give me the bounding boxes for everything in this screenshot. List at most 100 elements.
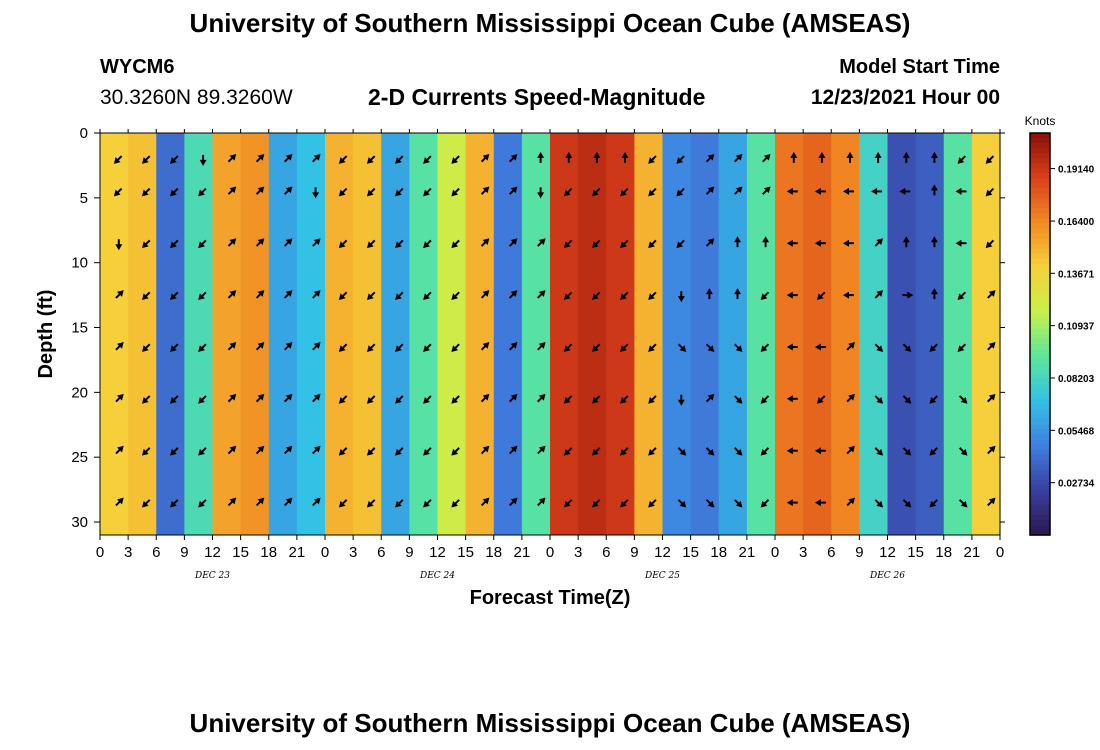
current-arrow bbox=[141, 187, 151, 197]
repeated-chart-title: University of Southern Mississippi Ocean… bbox=[189, 708, 911, 738]
arrow-head bbox=[648, 189, 655, 197]
current-arrow bbox=[227, 290, 237, 299]
arrow-head bbox=[735, 186, 743, 194]
current-arrow bbox=[705, 238, 715, 247]
current-arrow bbox=[762, 186, 771, 195]
colorbar-segment bbox=[1030, 354, 1050, 360]
current-arrow bbox=[814, 447, 826, 455]
arrow-head bbox=[786, 499, 793, 507]
current-arrow bbox=[760, 395, 770, 404]
current-arrow bbox=[648, 343, 657, 352]
arrow-head bbox=[620, 293, 627, 301]
current-arrow bbox=[930, 151, 938, 163]
colorbar-tick-label: 0.05468 bbox=[1058, 426, 1095, 437]
arrow-head bbox=[141, 500, 149, 508]
colorbar-tick-label: 0.19140 bbox=[1058, 165, 1095, 176]
colorbar-segment bbox=[1030, 188, 1050, 194]
colorbar-segment bbox=[1030, 183, 1050, 189]
colorbar-segment bbox=[1030, 524, 1050, 531]
colorbar-segment bbox=[1030, 248, 1050, 255]
current-arrow bbox=[762, 153, 771, 163]
current-arrow bbox=[676, 155, 685, 164]
arrow-head bbox=[338, 345, 346, 352]
colorbar-segment bbox=[1030, 253, 1050, 260]
current-arrow bbox=[366, 291, 376, 301]
current-arrow bbox=[170, 291, 179, 301]
arrow-head bbox=[229, 186, 237, 194]
colorbar-segment bbox=[1030, 223, 1050, 230]
arrow-head bbox=[707, 448, 715, 456]
arrow-head bbox=[451, 241, 459, 249]
current-arrow bbox=[480, 186, 490, 195]
colorbar-segment bbox=[1030, 273, 1050, 280]
heatmap-column bbox=[381, 133, 410, 535]
arrow-head bbox=[985, 241, 993, 249]
current-arrow bbox=[591, 447, 601, 456]
x-tick-label: 6 bbox=[377, 544, 385, 561]
arrow-head bbox=[285, 238, 293, 245]
arrow-head bbox=[338, 241, 346, 249]
current-arrow bbox=[929, 499, 938, 508]
colorbar-segment bbox=[1030, 429, 1050, 436]
current-arrow bbox=[786, 239, 798, 247]
colorbar-segment bbox=[1030, 218, 1050, 225]
heatmap-column bbox=[746, 133, 776, 535]
arrow-head bbox=[848, 393, 855, 401]
current-arrow bbox=[283, 238, 293, 247]
arrow-head bbox=[985, 189, 993, 197]
current-arrow bbox=[930, 236, 938, 248]
current-arrow bbox=[705, 499, 715, 508]
arrow-head bbox=[451, 189, 459, 197]
current-arrow bbox=[620, 291, 629, 301]
x-tick-label: 6 bbox=[827, 544, 835, 561]
current-arrow bbox=[762, 236, 770, 248]
arrow-head bbox=[141, 241, 149, 249]
arrow-head bbox=[257, 238, 265, 245]
arrow-head bbox=[285, 342, 293, 349]
arrow-head bbox=[510, 238, 518, 245]
current-arrow bbox=[537, 342, 546, 351]
arrow-head bbox=[591, 293, 599, 301]
arrow-head bbox=[620, 345, 627, 352]
colorbar-segment bbox=[1030, 238, 1050, 245]
arrow-head bbox=[843, 291, 849, 299]
current-arrow bbox=[255, 153, 265, 163]
arrow-head bbox=[423, 345, 430, 352]
colorbar-segment bbox=[1030, 444, 1050, 451]
current-arrow bbox=[987, 445, 996, 455]
arrow-head bbox=[366, 189, 374, 197]
heatmap-column bbox=[887, 133, 917, 535]
current-arrow bbox=[563, 395, 573, 404]
arrow-head bbox=[117, 290, 124, 297]
current-arrow bbox=[227, 342, 237, 351]
current-arrow bbox=[395, 239, 404, 249]
arrow-head bbox=[620, 397, 627, 404]
arrow-head bbox=[312, 192, 320, 199]
x-tick-label: 3 bbox=[349, 544, 357, 561]
current-arrow bbox=[141, 447, 151, 456]
arrow-head bbox=[930, 184, 938, 191]
arrow-head bbox=[538, 342, 546, 349]
arrow-head bbox=[113, 189, 121, 197]
arrow-head bbox=[988, 393, 996, 401]
current-arrow bbox=[480, 153, 490, 163]
model-start-date: 12/23/2021 Hour 00 bbox=[810, 86, 1000, 109]
arrow-head bbox=[760, 293, 768, 301]
arrow-head bbox=[565, 151, 573, 158]
y-tick-label: 20 bbox=[71, 384, 88, 401]
arrow-head bbox=[257, 445, 265, 453]
current-arrow bbox=[283, 445, 293, 455]
arrow-head bbox=[451, 448, 459, 456]
arrow-head bbox=[930, 151, 938, 158]
arrow-head bbox=[395, 397, 402, 404]
arrow-head bbox=[366, 500, 374, 508]
arrow-head bbox=[199, 159, 207, 166]
heatmap-column bbox=[775, 133, 804, 535]
current-arrow bbox=[198, 239, 207, 249]
current-arrow bbox=[312, 393, 321, 403]
arrow-head bbox=[117, 393, 124, 401]
arrow-head bbox=[786, 447, 793, 455]
current-arrow bbox=[255, 238, 265, 247]
current-arrow bbox=[338, 291, 348, 301]
colorbar-segment bbox=[1030, 323, 1050, 330]
